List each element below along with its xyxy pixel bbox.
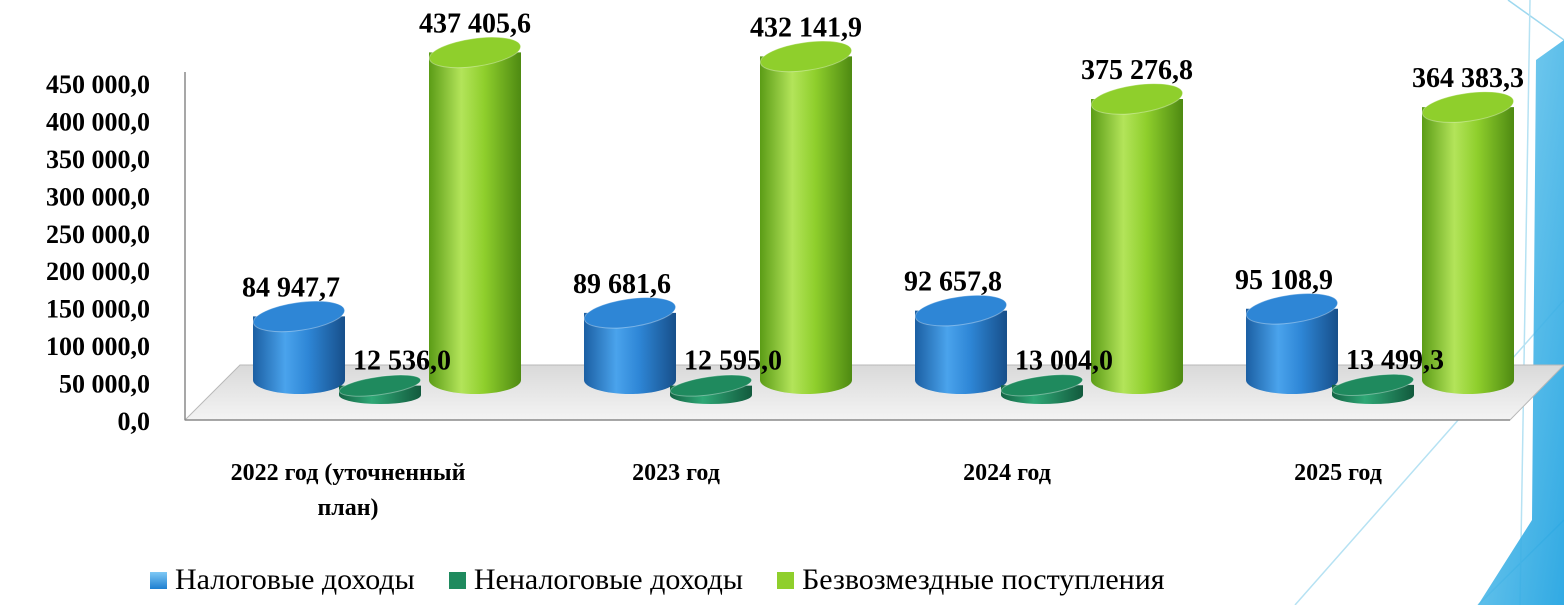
bar-tax-top [1245,293,1339,325]
x-category-label: 2024 год [963,460,1051,486]
bar-grants-top [428,36,522,69]
y-tick-label: 400 000,0 [46,107,150,136]
bar-grants [759,40,853,395]
bar-grants-label: 375 276,8 [1081,55,1193,86]
bar-tax [252,300,346,394]
bar-nontax-label: 13 499,3 [1346,345,1444,376]
bar-grants-label: 437 405,6 [419,8,531,39]
y-tick-label: 450 000,0 [46,70,150,99]
y-tick-label: 300 000,0 [46,182,150,211]
y-tick-label: 100 000,0 [46,332,150,361]
chart-data-labels: 84 947,7 12 536,0 437 405,6 89 681,6 12 595,… [242,8,1524,376]
chart-bars [252,36,1515,404]
bar-tax-body [584,312,676,394]
legend: Налоговые доходы Неналоговые доходы Безв… [150,562,1165,598]
legend-item-nontax: Неналоговые доходы [448,563,744,597]
bar-tax [914,294,1008,394]
x-category-label: 2023 год [632,460,720,486]
legend-label-tax: Налоговые доходы [175,563,415,596]
bar-nontax-label: 12 536,0 [353,346,451,377]
bar-nontax-label: 13 004,0 [1015,345,1113,376]
chart-floor [183,72,1564,421]
bar-tax-top [914,294,1008,327]
bar-tax-top [252,300,346,333]
bar-nontax [1331,373,1415,404]
x-axis-category-labels: 2022 год (уточненный план) 2023 год 2024 го… [231,460,1382,521]
bar-grants-label: 432 141,9 [750,12,862,43]
bar-grants-body [429,52,521,395]
bar-grants-body [1091,98,1183,394]
bar-grants [1421,91,1515,394]
bar-nontax [1000,374,1084,404]
bar-tax-body [1246,308,1338,394]
bar-grants-top [759,40,853,73]
bar-tax-body [915,310,1007,394]
bar-nontax-label: 12 595,0 [684,346,782,377]
legend-label-nontax: Неналоговые доходы [473,563,744,596]
y-tick-label: 50 000,0 [59,370,150,399]
bar-tax-label: 89 681,6 [573,269,671,300]
bar-grants-body [760,56,852,395]
legend-item-tax: Налоговые доходы [150,563,415,597]
y-tick-label: 350 000,0 [46,145,150,174]
legend-item-grants: Безвозмездные поступления [777,563,1165,597]
bar-tax [583,297,677,394]
y-tick-label: 0,0 [118,407,151,436]
y-tick-label: 250 000,0 [46,220,150,249]
bar-nontax-top [1331,373,1415,396]
bar-nontax-top [1000,374,1084,397]
bar-grants [428,36,522,395]
y-axis-tick-labels: 0,0 50 000,0 100 000,0 150 000,0 200 000,0 25… [46,70,150,436]
bar-grants-label: 364 383,3 [1412,63,1524,94]
bar-tax-top [583,297,677,329]
legend-swatch-tax [150,571,167,589]
bar-tax-label: 92 657,8 [904,267,1002,298]
bar-grants-top [1421,91,1515,123]
bar-nontax [338,374,422,404]
bar-nontax-top [669,374,753,397]
x-category-label: 2022 год (уточненный план) [231,460,466,521]
bar-grants-body [1422,107,1514,394]
y-tick-label: 200 000,0 [46,257,150,286]
legend-label-grants: Безвозмездные поступления [802,563,1165,596]
bar-tax [1245,293,1339,394]
legend-swatch-grants [777,571,795,589]
x-category-label: 2025 год [1294,460,1382,486]
bar-tax-label: 95 108,9 [1235,265,1333,296]
background-decoration [1294,0,1564,605]
bar-grants [1090,83,1184,394]
y-tick-label: 150 000,0 [46,295,150,324]
bar-tax-label: 84 947,7 [242,272,340,303]
bar-nontax [669,374,753,404]
bar-nontax-top [338,374,422,397]
bar-grants-top [1090,83,1184,115]
legend-swatch-nontax [448,571,466,589]
bar-tax-body [253,316,345,394]
